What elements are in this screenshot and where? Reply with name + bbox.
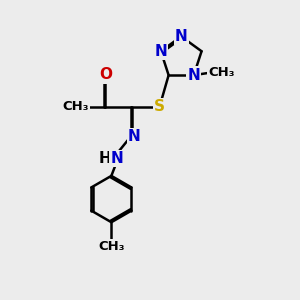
Text: CH₃: CH₃	[98, 240, 124, 254]
Text: N: N	[175, 29, 188, 44]
Text: N: N	[154, 44, 167, 59]
Text: O: O	[99, 67, 112, 82]
Text: CH₃: CH₃	[62, 100, 89, 113]
Text: CH₃: CH₃	[208, 66, 235, 79]
Text: N: N	[110, 151, 123, 166]
Text: N: N	[128, 129, 141, 144]
Text: N: N	[188, 68, 200, 83]
Text: S: S	[154, 99, 165, 114]
Text: H: H	[98, 151, 111, 166]
